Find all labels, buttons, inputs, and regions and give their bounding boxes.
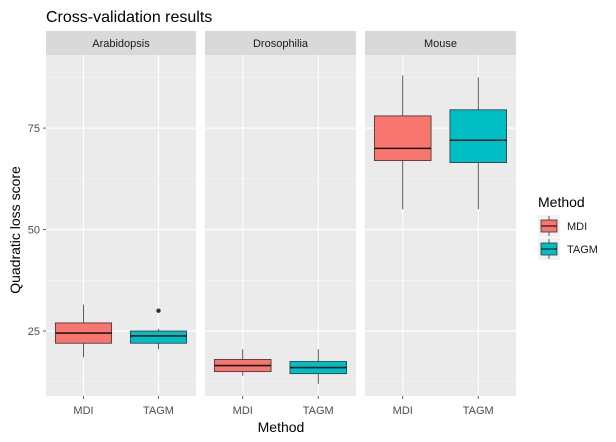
y-axis-title: Quadratic loss score (7, 166, 23, 294)
facet-strip (205, 31, 356, 55)
y-tick-label: 25 (28, 326, 40, 338)
legend-label: MDI (567, 221, 587, 233)
facet-mouse: Mouse MDI TAGM (365, 31, 516, 417)
facet-strip (46, 31, 196, 55)
facet-drosophilia: Drosophilia MDI TAGM (205, 31, 356, 417)
x-tick-label: TAGM (303, 405, 334, 417)
y-tick-label: 75 (28, 123, 40, 135)
legend-label: TAGM (567, 244, 598, 256)
legend: Method MDI TAGM (538, 194, 598, 260)
facet-strip-label: Mouse (424, 38, 457, 50)
facet-strip-label: Drosophilia (253, 38, 309, 50)
box-mdi (54, 304, 113, 358)
x-tick-label: TAGM (463, 405, 494, 417)
box-iqr (374, 115, 432, 161)
y-axis: 25 50 75 (28, 123, 46, 338)
panel-background (365, 55, 516, 396)
panel-background (46, 55, 196, 396)
x-tick-label: TAGM (143, 405, 174, 417)
box-tagm (129, 308, 188, 350)
box-mdi (374, 75, 432, 210)
facet-strip (365, 31, 516, 55)
outlier-point (156, 308, 161, 313)
box-mdi (214, 349, 272, 376)
x-tick-label: MDI (73, 405, 93, 417)
panel-background (205, 55, 356, 396)
x-tick-label: MDI (393, 405, 413, 417)
facet-strip-label: Arabidopsis (92, 38, 150, 50)
x-axis-title: Method (258, 419, 305, 435)
box-tagm (449, 77, 507, 210)
box-tagm (289, 349, 347, 384)
legend-title: Method (538, 194, 585, 210)
box-iqr (129, 330, 188, 344)
chart-title: Cross-validation results (46, 9, 212, 26)
facet-arabidopsis: Arabidopsis MDI TAGM (46, 31, 196, 417)
y-tick-label: 50 (28, 225, 40, 237)
x-tick-label: MDI (233, 405, 253, 417)
legend-item-mdi: MDI (538, 215, 587, 237)
legend-item-tagm: TAGM (538, 238, 598, 260)
box-iqr (449, 109, 507, 163)
